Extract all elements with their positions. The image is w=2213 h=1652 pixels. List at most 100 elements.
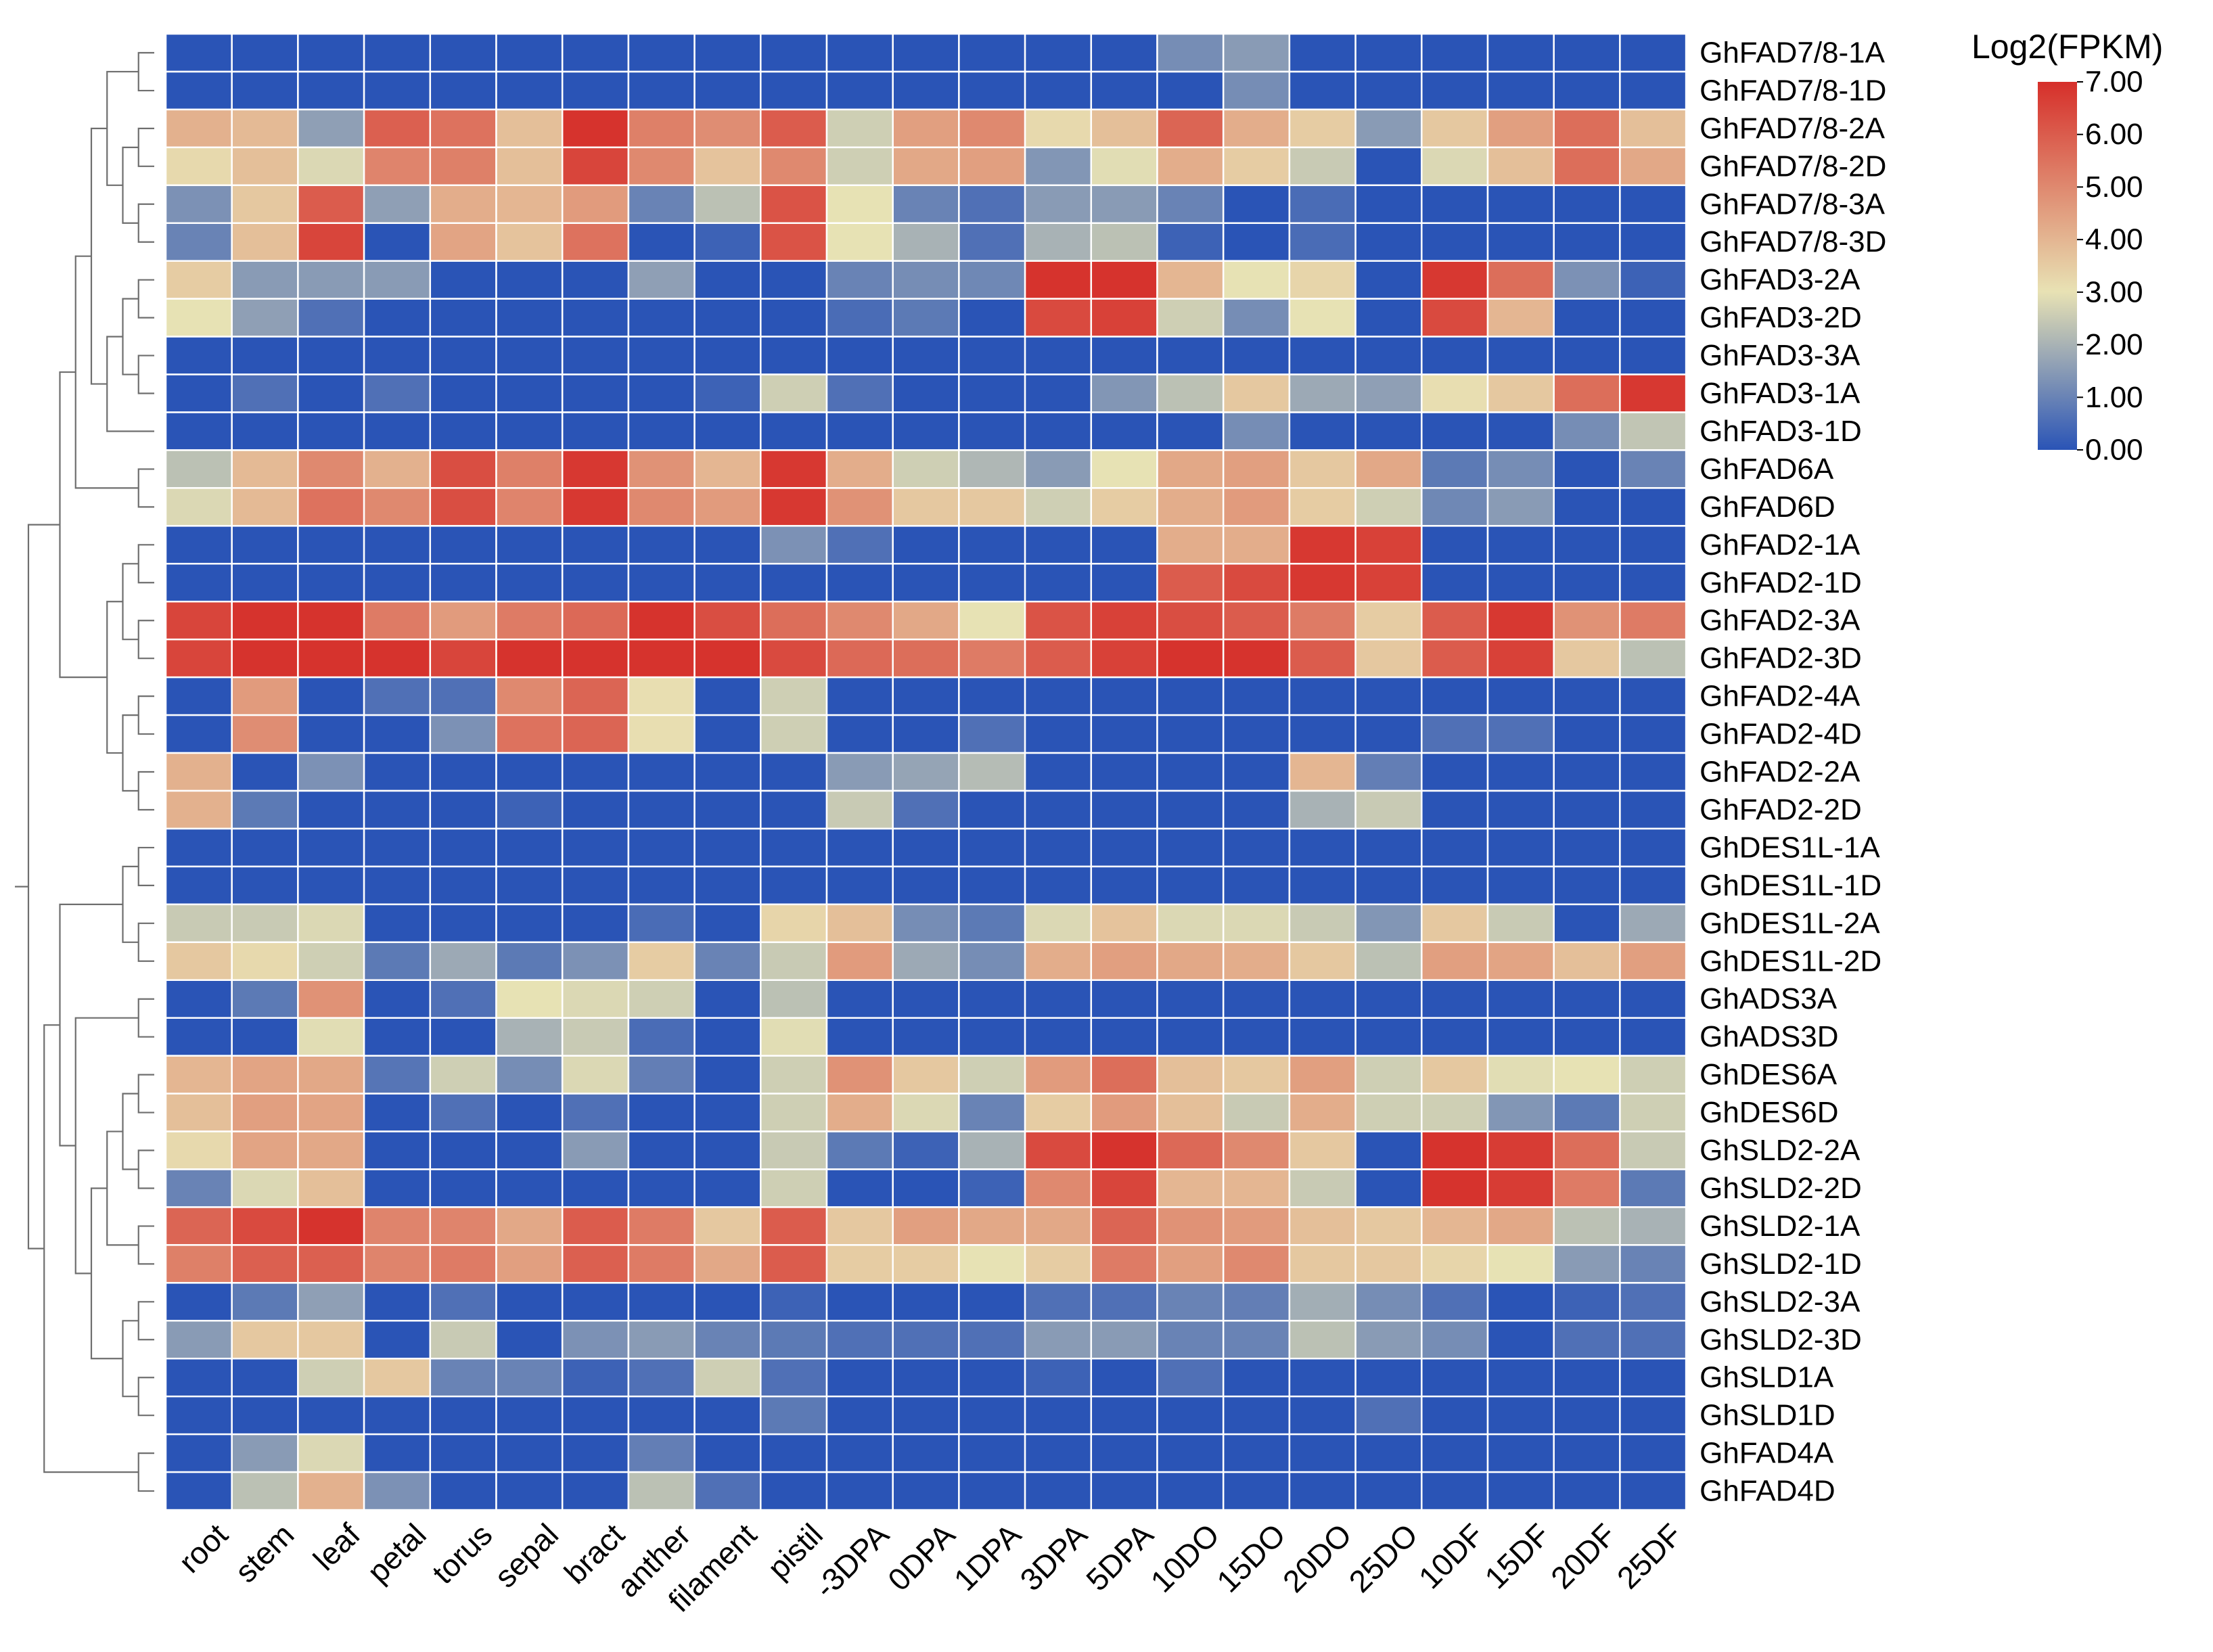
heatmap-cell bbox=[1553, 1130, 1621, 1170]
heatmap-cell bbox=[164, 222, 233, 262]
heatmap-cell bbox=[1553, 941, 1621, 982]
column-label: 20DF bbox=[1544, 1517, 1622, 1595]
heatmap-cell bbox=[627, 638, 695, 679]
heatmap-cell bbox=[231, 1168, 299, 1208]
heatmap-cell bbox=[495, 1358, 564, 1398]
heatmap-cell bbox=[164, 1320, 233, 1360]
heatmap-cell bbox=[561, 941, 630, 982]
heatmap-cell bbox=[363, 1130, 432, 1170]
heatmap-cell bbox=[1288, 260, 1356, 300]
heatmap-cell bbox=[429, 1282, 497, 1322]
heatmap-cell bbox=[958, 714, 1026, 754]
heatmap-cell bbox=[1090, 827, 1158, 868]
heatmap-cell bbox=[561, 638, 630, 679]
column-label: 10DF bbox=[1412, 1517, 1490, 1595]
heatmap-cell bbox=[164, 865, 233, 906]
heatmap-cell bbox=[1024, 487, 1093, 527]
heatmap-cell bbox=[231, 1093, 299, 1132]
heatmap-cell bbox=[1553, 222, 1621, 262]
heatmap-cell bbox=[1619, 601, 1687, 641]
heatmap-cell bbox=[627, 184, 695, 224]
heatmap-cell bbox=[1486, 1055, 1555, 1095]
heatmap-cell bbox=[760, 298, 828, 338]
heatmap-cell bbox=[1354, 336, 1423, 375]
heatmap-cell bbox=[1288, 373, 1356, 413]
heatmap-cell bbox=[892, 752, 960, 792]
heatmap-cell bbox=[1288, 1433, 1356, 1473]
heatmap-cell bbox=[693, 336, 762, 375]
heatmap-cell bbox=[627, 979, 695, 1019]
heatmap-cell bbox=[693, 298, 762, 338]
heatmap-cell bbox=[825, 1055, 894, 1095]
heatmap-cell bbox=[693, 789, 762, 830]
heatmap-cell bbox=[495, 298, 564, 338]
heatmap-cell bbox=[231, 1017, 299, 1057]
heatmap-cell bbox=[760, 1320, 828, 1360]
heatmap-cell bbox=[1090, 411, 1158, 451]
heatmap-cell bbox=[1024, 903, 1093, 944]
heatmap-cell bbox=[231, 146, 299, 187]
heatmap-cell bbox=[495, 449, 564, 489]
heatmap-cell bbox=[693, 1168, 762, 1208]
heatmap-cell bbox=[297, 1282, 365, 1322]
heatmap-cell bbox=[495, 1055, 564, 1095]
heatmap-cell bbox=[495, 525, 564, 565]
heatmap-cell bbox=[958, 865, 1026, 906]
heatmap-cell bbox=[1486, 563, 1555, 603]
heatmap-cell bbox=[1421, 1168, 1489, 1208]
heatmap-cell bbox=[164, 70, 233, 111]
heatmap-cell bbox=[1222, 411, 1291, 451]
heatmap-cell bbox=[1288, 525, 1356, 565]
heatmap-cell bbox=[1553, 1017, 1621, 1057]
dendrogram-branch bbox=[122, 146, 139, 224]
heatmap-cell bbox=[1090, 70, 1158, 111]
heatmap-cell bbox=[958, 487, 1026, 527]
heatmap-cell bbox=[561, 1055, 630, 1095]
heatmap-cell bbox=[561, 1093, 630, 1132]
heatmap-cell bbox=[1288, 752, 1356, 792]
heatmap-cell bbox=[1288, 789, 1356, 830]
heatmap-cell bbox=[1421, 1244, 1489, 1284]
heatmap-cell bbox=[627, 1282, 695, 1322]
heatmap-cell bbox=[1354, 411, 1423, 451]
heatmap-cell bbox=[561, 32, 630, 73]
heatmap-cell bbox=[760, 222, 828, 262]
heatmap-cell bbox=[561, 1471, 630, 1511]
heatmap-cell bbox=[1421, 676, 1489, 716]
heatmap-cell bbox=[1486, 260, 1555, 300]
heatmap-cell bbox=[1486, 336, 1555, 375]
heatmap-cell bbox=[495, 184, 564, 224]
column-label: 25DO bbox=[1342, 1517, 1425, 1599]
heatmap-cell bbox=[1090, 1433, 1158, 1473]
heatmap-cell bbox=[825, 525, 894, 565]
dendrogram-branch bbox=[137, 468, 154, 508]
heatmap-cell bbox=[825, 714, 894, 754]
heatmap-cell bbox=[1486, 1395, 1555, 1436]
heatmap-cell bbox=[627, 146, 695, 187]
heatmap-cell bbox=[1553, 1282, 1621, 1322]
heatmap-cell bbox=[1354, 108, 1423, 149]
heatmap-cell bbox=[892, 714, 960, 754]
heatmap-cell bbox=[958, 1017, 1026, 1057]
heatmap-cell bbox=[1553, 1320, 1621, 1360]
heatmap-cell bbox=[760, 70, 828, 111]
heatmap-cell bbox=[693, 487, 762, 527]
dendrogram-branch bbox=[137, 1452, 154, 1492]
heatmap-cell bbox=[1553, 789, 1621, 830]
heatmap-cell bbox=[1090, 1320, 1158, 1360]
row-label: GhFAD4D bbox=[1699, 1475, 1835, 1508]
column-label: torus bbox=[425, 1517, 499, 1590]
heatmap-cell bbox=[1024, 298, 1093, 338]
heatmap-cell bbox=[693, 752, 762, 792]
heatmap-cell bbox=[1421, 601, 1489, 641]
heatmap-cell bbox=[825, 752, 894, 792]
heatmap-cell bbox=[363, 676, 432, 716]
heatmap-cell bbox=[1024, 70, 1093, 111]
heatmap-cell bbox=[561, 184, 630, 224]
heatmap-cell bbox=[1421, 449, 1489, 489]
heatmap-cell bbox=[1222, 525, 1291, 565]
heatmap-cell bbox=[1486, 941, 1555, 982]
heatmap-cell bbox=[495, 1471, 564, 1511]
heatmap-cell bbox=[892, 1206, 960, 1246]
heatmap-cell bbox=[1354, 1395, 1423, 1436]
